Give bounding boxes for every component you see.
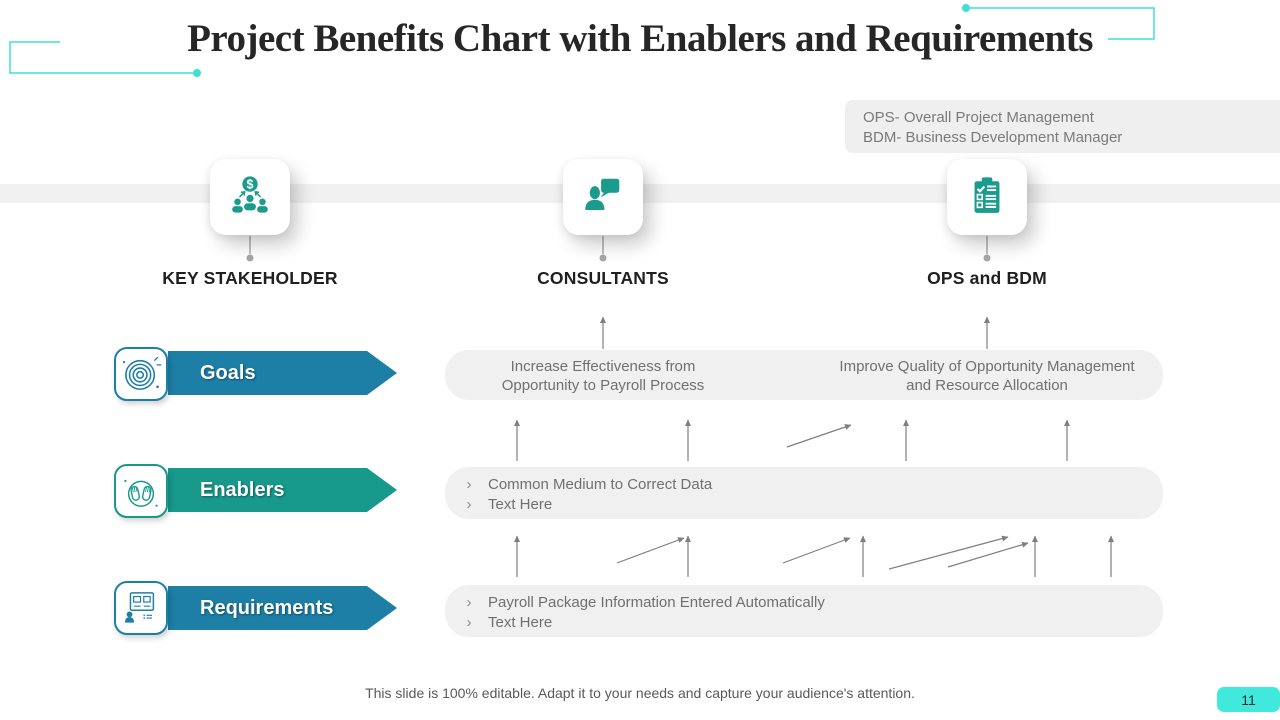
goals-banner: Goals xyxy=(168,351,397,395)
page-number-badge: 11 xyxy=(1217,687,1280,712)
requirement-bullet-text: Text Here xyxy=(488,613,553,631)
enabler-bullet-text: Common Medium to Correct Data xyxy=(488,476,713,493)
enablers-content-box: › Common Medium to Correct Data › Text H… xyxy=(445,467,1163,519)
requirements-icon-box xyxy=(114,581,168,635)
requirements-banner-label: Requirements xyxy=(200,596,334,619)
enablers-banner-label: Enablers xyxy=(200,478,285,501)
ops-bdm-card xyxy=(947,159,1027,235)
requirement-bullet: › Payroll Package Information Entered Au… xyxy=(462,593,1163,613)
enabler-bullet-text: Text Here xyxy=(488,495,553,513)
enablers-icon-box xyxy=(114,464,168,518)
legend-line-ops: OPS- Overall Project Management xyxy=(863,109,1094,126)
legend-line-bdm: BDM- Business Development Manager xyxy=(863,129,1123,146)
checklist-clipboard-icon xyxy=(974,177,1000,213)
goals-banner-label: Goals xyxy=(200,361,256,384)
abbreviation-legend: OPS- Overall Project Management BDM- Bus… xyxy=(845,100,1280,153)
enabler-bullet: › Text Here xyxy=(462,495,1163,515)
column-header-consultants: CONSULTANTS xyxy=(537,268,669,288)
title-decor-left xyxy=(9,41,201,77)
stakeholders-finance-icon: $ xyxy=(232,176,268,213)
key-stakeholder-card: $ xyxy=(210,159,290,235)
target-icon xyxy=(122,356,162,390)
bullet-chevron: › xyxy=(466,594,472,611)
requirements-banner: Requirements xyxy=(168,586,397,630)
bullet-chevron: › xyxy=(466,495,472,513)
goal-consultants-text: Increase Effectiveness from Opportunity … xyxy=(501,358,705,394)
enablers-banner: Enablers xyxy=(168,468,397,512)
requirement-bullet-text: Payroll Package Information Entered Auto… xyxy=(488,594,825,611)
hands-globe-icon xyxy=(124,479,158,507)
goals-content-box: Increase Effectiveness from Opportunity … xyxy=(445,350,1163,400)
bullet-chevron: › xyxy=(466,613,472,631)
column-header-ops-bdm: OPS and BDM xyxy=(927,268,1047,288)
page-title: Project Benefits Chart with Enablers and… xyxy=(187,17,1093,60)
goals-icon-box xyxy=(114,347,168,401)
svg-text:$: $ xyxy=(247,177,254,191)
goal-ops-text: Improve Quality of Opportunity Managemen… xyxy=(839,358,1135,394)
column-header-key-stakeholder: KEY STAKEHOLDER xyxy=(162,268,338,288)
enabler-bullet: › Common Medium to Correct Data xyxy=(462,475,1163,495)
requirements-content-box: › Payroll Package Information Entered Au… xyxy=(445,585,1163,637)
footer-note: This slide is 100% editable. Adapt it to… xyxy=(365,685,915,701)
presentation-icon xyxy=(124,592,155,623)
requirement-bullet: › Text Here xyxy=(462,613,1163,633)
consultant-speech-icon xyxy=(585,178,620,210)
consultants-card xyxy=(563,159,643,235)
title-decor-right xyxy=(962,4,1155,40)
bullet-chevron: › xyxy=(466,476,472,493)
